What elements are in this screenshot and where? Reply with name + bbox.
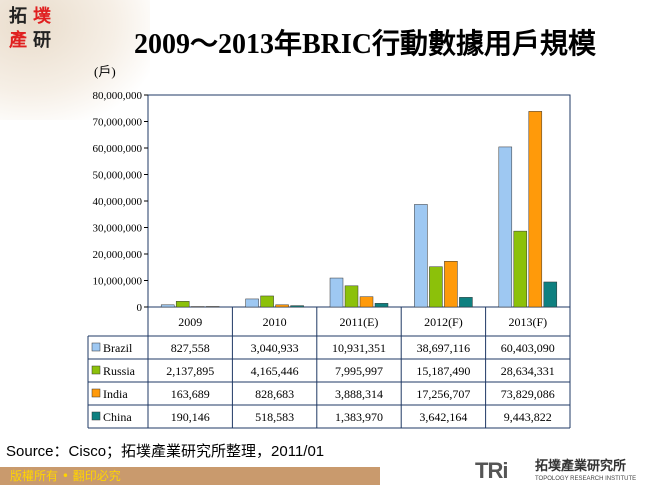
data-label: 163,689 xyxy=(171,387,210,401)
bar-russia xyxy=(429,266,443,308)
y-tick-label: 30,000,000 xyxy=(93,223,143,235)
logo-char: 研 xyxy=(33,30,51,51)
bar-russia xyxy=(344,285,359,308)
data-label: 10,931,351 xyxy=(332,341,386,355)
footer-bar: 版權所有 • 翻印必究 xyxy=(0,467,380,485)
category-label: 2012(F) xyxy=(424,315,463,329)
data-label: 28,634,331 xyxy=(501,364,555,378)
bar-russia xyxy=(513,230,528,308)
legend-label: India xyxy=(103,387,128,401)
legend-swatch-china xyxy=(91,411,101,421)
y-tick-label: 50,000,000 xyxy=(93,170,143,182)
data-label: 3,040,933 xyxy=(251,341,299,355)
bar-india xyxy=(275,304,289,308)
data-label: 518,583 xyxy=(255,410,294,424)
bar-china xyxy=(290,305,304,308)
legend-swatch-russia xyxy=(91,365,101,375)
y-tick-label: 10,000,000 xyxy=(93,276,143,288)
data-label: 827,558 xyxy=(171,341,210,355)
bar-brazil xyxy=(414,204,428,308)
data-label: 9,443,822 xyxy=(504,410,552,424)
category-label: 2011(E) xyxy=(340,315,379,329)
data-label: 17,256,707 xyxy=(416,387,470,401)
category-label: 2009 xyxy=(178,315,202,329)
copyright-text: 版權所有 • 翻印必究 xyxy=(10,469,121,483)
logo-char: 產 xyxy=(9,30,27,51)
data-label: 3,642,164 xyxy=(419,410,467,424)
logo-char: 墣 xyxy=(33,6,51,27)
logo-char: 拓 xyxy=(9,6,27,27)
y-tick-label: 40,000,000 xyxy=(93,196,143,208)
bar-china xyxy=(543,281,558,308)
category-label: 2010 xyxy=(263,315,287,329)
data-label: 4,165,446 xyxy=(251,364,299,378)
data-label: 38,697,116 xyxy=(417,341,471,355)
y-tick-label: 60,000,000 xyxy=(93,143,143,155)
legend-swatch-brazil xyxy=(91,342,101,352)
bar-india xyxy=(528,111,543,308)
y-tick-label: 80,000,000 xyxy=(93,90,143,102)
y-axis-unit: (戶) xyxy=(94,64,116,79)
bar-india xyxy=(444,261,458,308)
legend-label: Russia xyxy=(103,364,136,378)
data-label: 1,383,970 xyxy=(335,410,383,424)
bar-china xyxy=(459,297,473,308)
data-label: 7,995,997 xyxy=(335,364,383,378)
bar-brazil xyxy=(245,298,259,308)
legend-label: China xyxy=(103,410,132,424)
category-label: 2013(F) xyxy=(508,315,547,329)
logo: 拓 墣 產 研 xyxy=(6,5,54,53)
bar-china xyxy=(374,303,389,308)
data-label: 60,403,090 xyxy=(501,341,555,355)
data-label: 828,683 xyxy=(255,387,294,401)
y-tick-label: 70,000,000 xyxy=(93,117,143,129)
bar-china xyxy=(205,306,220,308)
data-label: 3,888,314 xyxy=(335,387,383,401)
bar-russia xyxy=(260,295,274,308)
tri-logo: TRi 拓墣產業研究所 TOPOLOGY RESEARCH INSTITUTE xyxy=(375,459,650,485)
legend-swatch-india xyxy=(91,388,101,398)
data-label: 190,146 xyxy=(171,410,210,424)
data-label: 2,137,895 xyxy=(166,364,214,378)
bar-brazil xyxy=(498,146,513,308)
y-tick-label: 0 xyxy=(137,302,143,314)
tri-name-cn: 拓墣產業研究所 xyxy=(535,459,627,474)
legend-label: Brazil xyxy=(103,341,133,355)
bar-brazil xyxy=(160,304,175,308)
background-decoration xyxy=(0,0,150,120)
bar-brazil xyxy=(329,277,344,308)
data-label: 73,829,086 xyxy=(501,387,555,401)
bar-india xyxy=(359,296,374,308)
data-label: 15,187,490 xyxy=(416,364,470,378)
tri-mark: TRi xyxy=(475,458,508,483)
source-note: Source：Cisco；拓墣產業研究所整理，2011/01 xyxy=(6,443,325,460)
tri-name-en: TOPOLOGY RESEARCH INSTITUTE xyxy=(535,476,637,482)
page-title: 2009～2013年BRIC行動數據用戶規模 xyxy=(133,29,596,60)
bar-russia xyxy=(175,301,190,308)
y-tick-label: 20,000,000 xyxy=(93,249,143,261)
